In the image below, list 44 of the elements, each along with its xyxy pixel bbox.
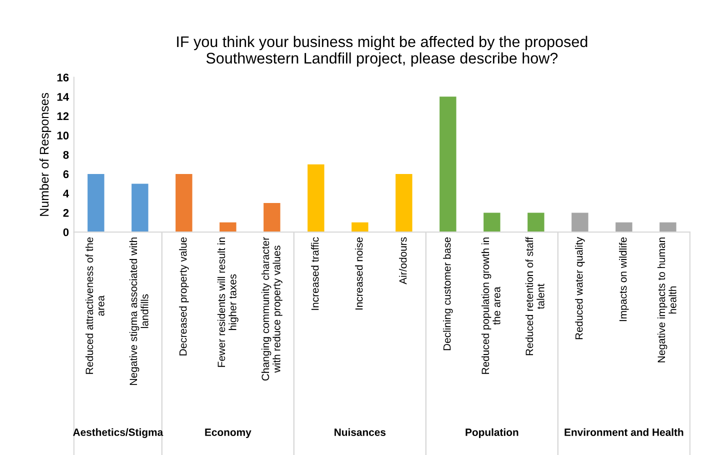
x-tick-label: Reduced attractiveness of the area (85, 237, 104, 374)
x-tick-label: Air/odours (399, 237, 407, 284)
x-tick-label: Reduced water quality (575, 236, 585, 340)
y-tick-label: 14 (57, 93, 69, 101)
x-tick-label: Reduced population growth in the area (481, 238, 500, 374)
x-tick-label: Declining customer base (443, 237, 453, 350)
x-tick-label: Reduced retention of staff talent (525, 236, 544, 356)
y-tick-label: 16 (57, 74, 69, 82)
x-tick-label: Increased noise (355, 237, 363, 310)
y-tick-label: 12 (57, 112, 69, 120)
x-tick-label: Fewer residents will result in higher taxes (217, 238, 238, 367)
x-tick-label: Increased traffic (311, 237, 319, 310)
bar (484, 212, 500, 232)
bar (264, 203, 280, 232)
bar (308, 164, 324, 232)
bar (352, 222, 368, 232)
y-axis-title: Number of Responses (39, 92, 52, 216)
bar (220, 222, 236, 232)
bar (572, 212, 588, 232)
text: Nuisances (334, 428, 386, 436)
text: Aesthetics/Stigma (73, 428, 164, 438)
bar (132, 184, 148, 232)
y-tick-label: 8 (63, 150, 69, 159)
bar (660, 222, 676, 232)
y-tick-label: 6 (63, 170, 69, 178)
bar (176, 174, 192, 232)
x-tick-label: Impacts on wildlife (619, 237, 629, 322)
bar (440, 96, 456, 232)
x-tick-label: Changing community character with reduce property values (261, 237, 282, 381)
text: Population (466, 428, 518, 438)
bar (528, 212, 544, 232)
y-tick-label: 10 (57, 132, 69, 140)
bar (88, 174, 104, 232)
text: Economy (205, 428, 252, 438)
y-tick-label: 4 (63, 190, 69, 198)
bar (396, 174, 412, 232)
chart-title: IF you think your business might be affected by the proposed Southwestern Landfill project, please describe how? (177, 36, 588, 67)
y-tick-label: 0 (63, 228, 69, 236)
text: Environment and Health (564, 428, 684, 436)
y-tick-label: 2 (63, 208, 69, 217)
x-tick-label: Negative stigma associated with landfills (129, 238, 148, 385)
x-tick-label: Negative impacts to human health (657, 238, 676, 362)
x-tick-label: Decreased property value (179, 237, 189, 356)
bar (616, 222, 632, 232)
